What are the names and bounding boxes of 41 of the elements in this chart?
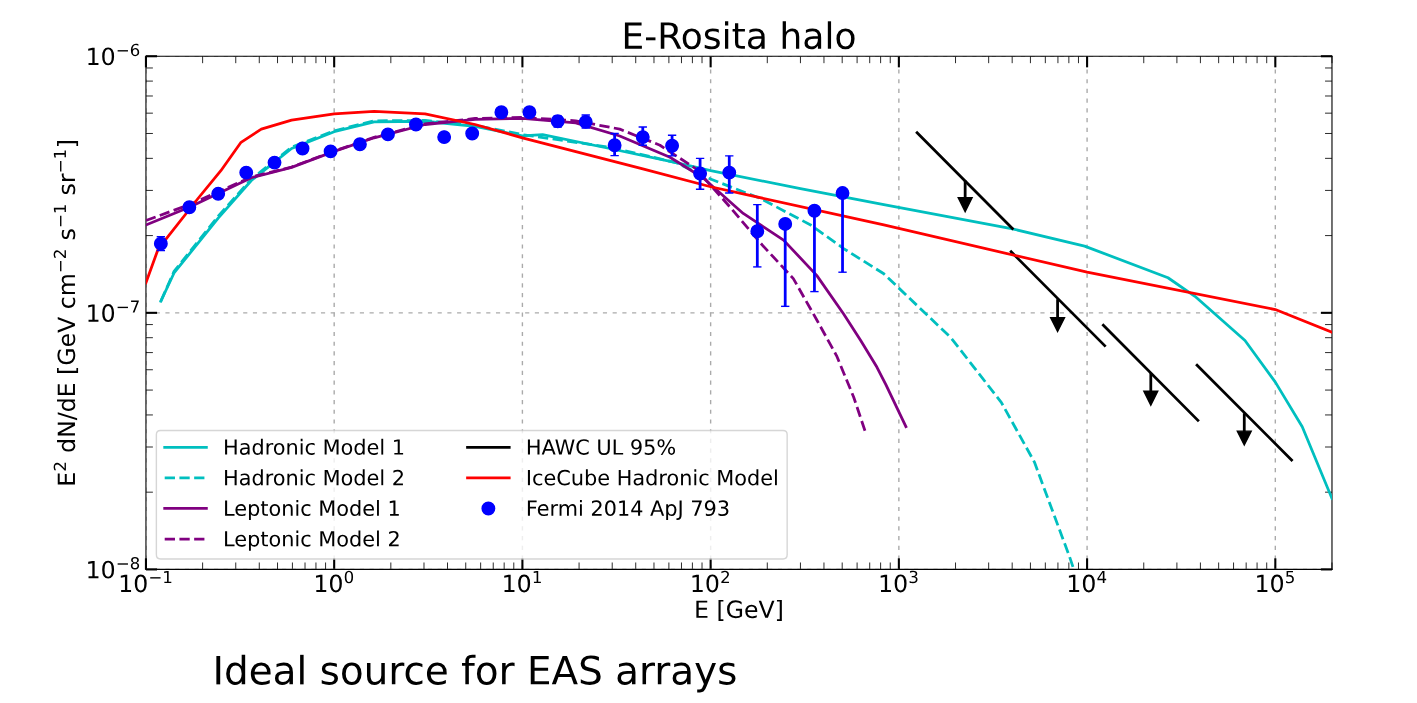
point [722,165,737,180]
y-tick-label: 10$^{−7}$ [88,300,139,322]
x-tick-label: 10$^{0}$ [315,570,354,593]
point [835,186,850,200]
text: E$^{2}$ dN/dE [GeV cm$^{−2}$ s$^{−1}$ sr$^{−1}$] [53,141,79,485]
point [494,105,509,120]
y-tick-label: 10$^{−6}$ [88,43,140,66]
point [211,186,226,201]
point [665,138,680,153]
legend-label: IceCube Hadronic Model [527,469,777,486]
x-axis-title: E [GeV] [696,599,782,621]
text: Ideal source for EAS arrays [216,654,736,693]
point [295,141,310,156]
point [437,130,452,145]
x-tick-label: 10$^{2}$ [692,570,729,593]
legend-label: HAWC UL 95% [527,439,676,455]
point [182,200,197,215]
point [380,127,395,142]
point [607,138,622,153]
point [465,126,480,141]
legend-label: Leptonic Model 1 [225,499,399,521]
point [750,224,765,239]
legend-label: Hadronic Model 2 [225,469,403,486]
point [323,144,338,159]
point [778,217,793,231]
point [693,166,708,181]
point [635,130,650,145]
point [409,117,423,132]
point [239,165,254,180]
legend-label: Leptonic Model 2 [225,530,399,551]
x-tick-label: 10$^{1}$ [504,570,541,593]
point [352,137,367,152]
x-tick-label: 10$^{3}$ [880,570,918,593]
legend-label: Hadronic Model 1 [225,438,404,455]
x-tick-label: 10$^{4}$ [1068,570,1107,593]
chart-title: E-Rosita halo [624,21,855,50]
point [807,203,822,218]
point [522,105,537,120]
legend-label: Fermi 2014 ApJ 793 [527,499,729,521]
point [267,155,282,170]
x-tick-label: 10$^{5}$ [1257,570,1294,593]
